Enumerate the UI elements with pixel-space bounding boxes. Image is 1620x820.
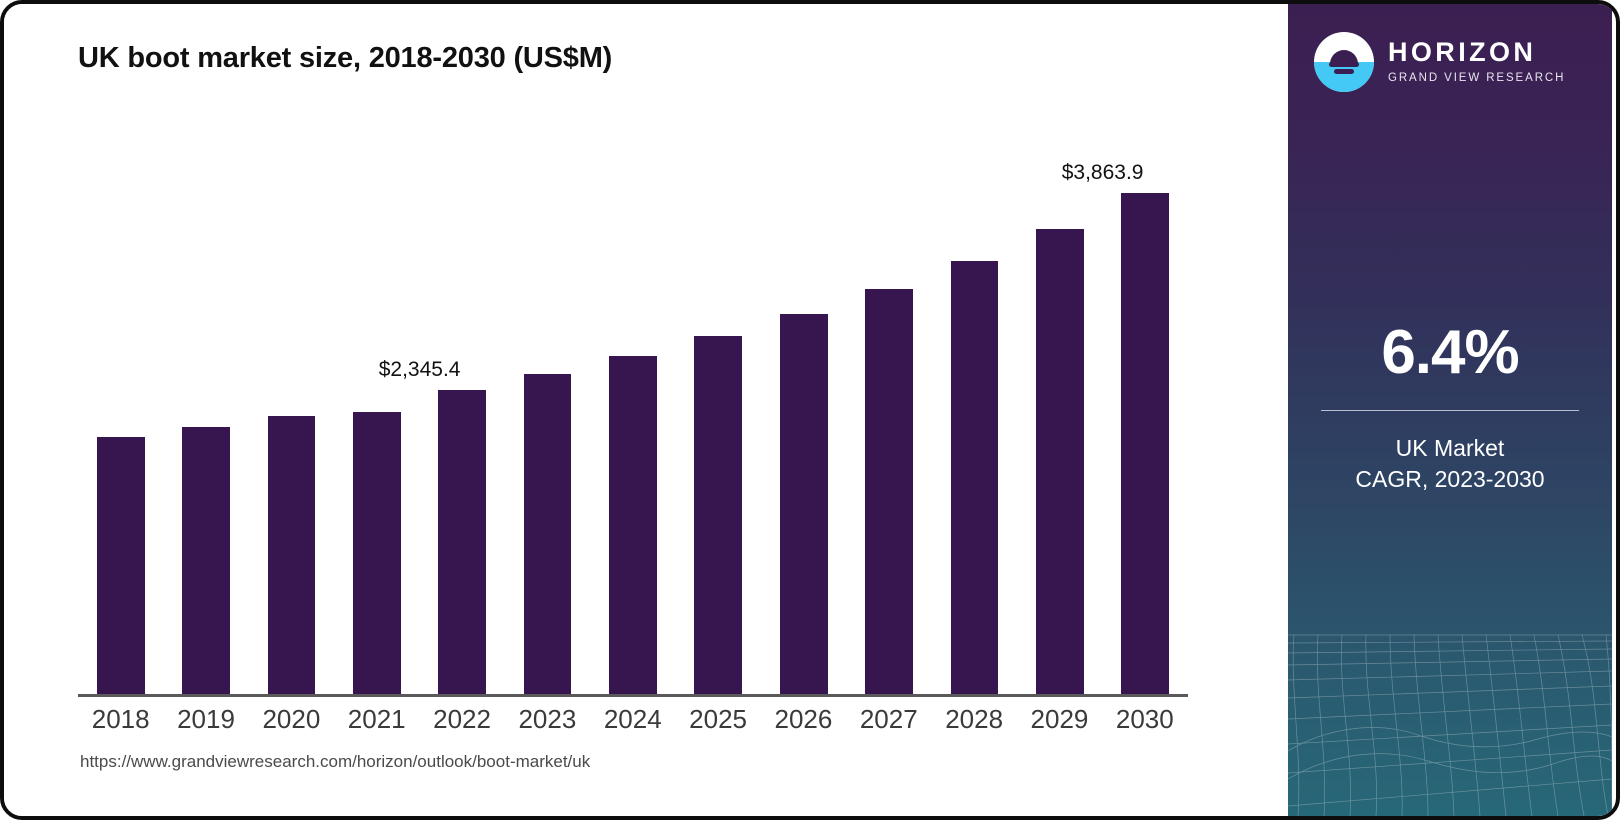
x-axis-tick-label: 2022 (433, 704, 491, 734)
brand-logo: HORIZON GRAND VIEW RESEARCH (1314, 32, 1565, 92)
bar[interactable] (1035, 228, 1084, 694)
bar-slot[interactable]: $2,345.4 (379, 124, 505, 694)
bar[interactable] (694, 335, 743, 694)
bar-value-label: $2,345.4 (378, 358, 461, 382)
brand-subtitle: GRAND VIEW RESEARCH (1388, 72, 1566, 85)
x-axis-tick-label: 2026 (774, 704, 833, 734)
x-axis-tick-label: 2029 (1030, 704, 1089, 734)
bar[interactable] (182, 426, 230, 694)
divider (1321, 410, 1579, 411)
x-axis-tick-label: 2025 (689, 704, 747, 734)
bar-value-label: $3,863.9 (1061, 161, 1144, 185)
cagr-line-2: CAGR, 2023-2030 (1355, 466, 1545, 493)
bar-slot[interactable] (590, 124, 675, 694)
bar[interactable] (950, 261, 999, 694)
bar[interactable] (1121, 193, 1170, 694)
brand-sidebar: HORIZON GRAND VIEW RESEARCH 6.4% UK Mark… (1288, 4, 1612, 816)
bar-slot[interactable]: $3,863.9 (1062, 124, 1188, 694)
bar-slot[interactable] (761, 124, 846, 694)
x-axis-tick-label: 2024 (603, 704, 662, 734)
chart-panel: UK boot market size, 2018-2030 (US$M) $2… (4, 4, 1258, 816)
horizon-sunrise-icon (1314, 32, 1374, 92)
bar-series: $2,345.4 $3,863.9 (78, 124, 1188, 694)
bar-slot[interactable] (676, 124, 761, 694)
bar-slot[interactable] (163, 124, 248, 694)
bar[interactable] (609, 355, 657, 694)
source-url[interactable]: https://www.grandviewresearch.com/horizo… (80, 752, 591, 771)
cagr-block: 6.4% UK Market CAGR, 2023-2030 (1288, 322, 1612, 495)
plot-area: $2,345.4 $3,863.9 (78, 124, 1188, 696)
brand-name: HORIZON (1388, 37, 1537, 68)
bar[interactable] (779, 314, 828, 694)
bar-slot[interactable] (505, 124, 590, 694)
wireframe-mesh-icon (1288, 634, 1612, 816)
x-axis-tick-label: 2021 (347, 704, 406, 734)
x-axis-tick-label: 2020 (262, 704, 321, 734)
x-axis-tick-label: 2030 (1115, 704, 1174, 734)
bar-slot[interactable] (1017, 124, 1102, 694)
bar[interactable] (352, 411, 401, 694)
x-axis-tick-label: 2028 (945, 704, 1004, 734)
bar-slot[interactable] (846, 124, 931, 694)
cagr-line-1: UK Market (1395, 435, 1505, 461)
x-axis-tick-label: 2018 (91, 704, 150, 734)
x-axis-tick-label: 2027 (859, 704, 918, 734)
bar[interactable] (523, 374, 572, 694)
cagr-value: 6.4% (1381, 318, 1519, 387)
bar[interactable] (438, 390, 487, 694)
bar-slot[interactable] (334, 124, 419, 694)
x-axis-labels: 2018 2019 2020 2021 2022 2023 2024 2025 2026 2027… (78, 692, 1188, 735)
bar-slot[interactable] (78, 124, 163, 694)
x-axis-tick-label: 2023 (518, 704, 577, 734)
bar[interactable] (865, 288, 913, 694)
page-title: UK boot market size, 2018-2030 (US$M) (78, 42, 613, 74)
bar[interactable] (96, 436, 145, 694)
bar-slot[interactable] (932, 124, 1017, 694)
x-axis-tick-label: 2019 (177, 704, 235, 734)
bar-slot[interactable] (249, 124, 334, 694)
bar[interactable] (267, 416, 316, 694)
x-axis-line (78, 694, 1188, 697)
